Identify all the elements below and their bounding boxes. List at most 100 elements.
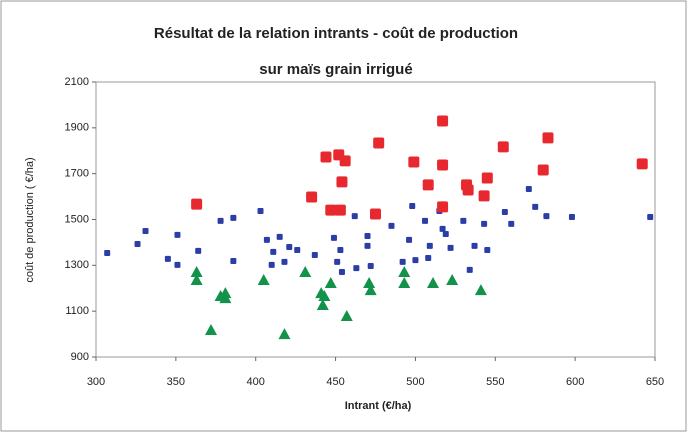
point <box>568 213 575 220</box>
point <box>351 213 358 220</box>
point <box>337 246 344 253</box>
point <box>364 242 371 249</box>
y-tick-label: 1900 <box>65 122 89 134</box>
point <box>437 201 449 213</box>
point <box>257 208 264 215</box>
point <box>294 246 301 253</box>
y-tick-label: 1100 <box>65 305 89 317</box>
point <box>466 266 473 273</box>
point <box>370 208 381 220</box>
point <box>281 258 288 265</box>
point <box>316 298 329 310</box>
point <box>474 284 487 296</box>
point <box>324 276 337 288</box>
point <box>478 190 490 202</box>
point <box>191 198 203 210</box>
chart-title: Résultat de la relation intrants - coût … <box>154 25 518 42</box>
point <box>437 115 449 127</box>
point <box>537 164 549 176</box>
point <box>104 249 111 256</box>
point <box>398 265 411 277</box>
point <box>339 155 351 167</box>
x-axis-label: Intrant (€/ha) <box>345 400 412 412</box>
point <box>190 274 203 285</box>
point <box>422 179 434 191</box>
point <box>257 274 270 285</box>
point <box>276 233 283 240</box>
point <box>299 265 312 277</box>
point <box>481 172 493 184</box>
point <box>426 276 439 288</box>
point <box>508 220 515 227</box>
point <box>195 247 202 254</box>
x-tick-label: 600 <box>566 376 584 388</box>
point <box>320 151 332 163</box>
point <box>497 141 509 153</box>
point <box>263 236 270 243</box>
point <box>406 236 413 243</box>
point <box>543 213 550 220</box>
point <box>484 246 491 253</box>
point <box>460 217 467 224</box>
point <box>306 191 318 203</box>
point <box>412 257 419 264</box>
point <box>437 159 449 171</box>
point <box>230 257 237 264</box>
point <box>364 233 371 239</box>
point <box>525 186 532 193</box>
point <box>471 242 478 249</box>
point <box>364 284 377 296</box>
point <box>174 261 181 268</box>
point <box>481 220 488 227</box>
point <box>217 217 224 224</box>
point <box>399 258 406 265</box>
point <box>439 225 446 232</box>
point <box>318 290 331 302</box>
point <box>426 242 433 249</box>
point <box>373 137 385 149</box>
point <box>270 248 277 255</box>
point <box>142 227 149 234</box>
point <box>286 244 293 250</box>
point <box>425 255 432 261</box>
point <box>422 217 429 224</box>
point <box>647 213 654 220</box>
point <box>336 176 348 188</box>
x-tick-label: 350 <box>167 376 185 388</box>
x-tick-label: 300 <box>87 376 105 388</box>
point <box>462 184 474 196</box>
x-tick-label: 650 <box>646 376 664 388</box>
point <box>204 323 217 335</box>
point <box>334 258 341 265</box>
point <box>311 252 318 259</box>
point <box>388 222 395 229</box>
point <box>447 244 454 251</box>
y-axis-label: coût de production ( €/ha) <box>24 157 36 282</box>
point <box>363 276 376 288</box>
point <box>446 274 459 285</box>
y-tick-label: 900 <box>71 351 89 363</box>
x-tick-label: 400 <box>247 376 265 388</box>
point <box>325 204 337 216</box>
point <box>532 203 539 210</box>
x-tick-label: 500 <box>406 376 424 388</box>
point <box>174 231 181 238</box>
point <box>230 214 237 221</box>
point <box>268 261 275 268</box>
point <box>219 292 232 304</box>
y-tick-label: 2100 <box>65 76 89 88</box>
point <box>409 202 416 209</box>
y-tick-label: 1500 <box>65 213 89 225</box>
point <box>398 276 411 288</box>
point <box>408 156 420 168</box>
point <box>190 265 203 277</box>
y-tick-label: 1300 <box>65 259 89 271</box>
point <box>338 268 345 275</box>
point <box>164 255 171 262</box>
point <box>353 265 360 272</box>
point <box>442 230 449 237</box>
point <box>340 309 353 321</box>
point <box>367 263 374 270</box>
